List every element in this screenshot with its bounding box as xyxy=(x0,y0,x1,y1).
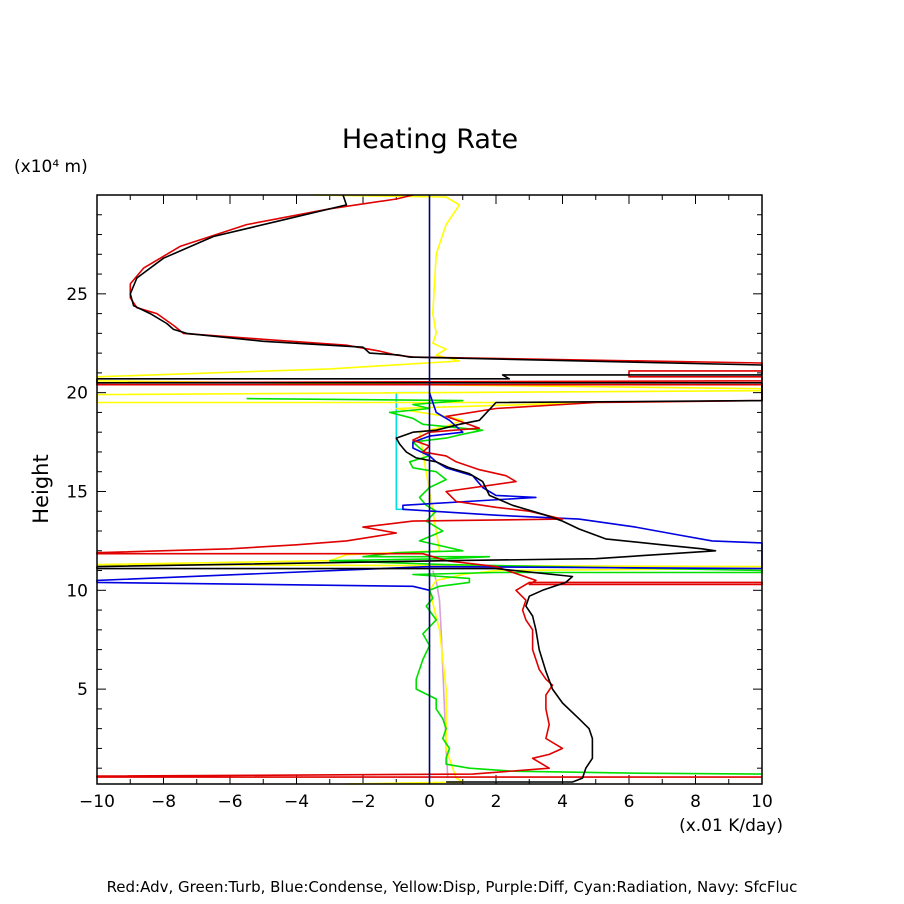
x-tick-label: 10 xyxy=(751,792,773,812)
y-axis-label: Height xyxy=(29,454,53,523)
x-tick-label: 4 xyxy=(557,792,568,812)
x-tick-label: 8 xyxy=(690,792,701,812)
y-tick-label: 25 xyxy=(66,285,88,305)
x-tick-label: −2 xyxy=(350,792,375,812)
x-axis-label: (x.01 K/day) xyxy=(679,816,783,836)
series-total xyxy=(96,194,763,783)
series-lines xyxy=(96,194,763,785)
x-tick-label: −8 xyxy=(151,792,176,812)
y-unit-label: (x10⁴ m) xyxy=(14,157,88,177)
x-tick-label: 2 xyxy=(491,792,502,812)
series-turb xyxy=(246,397,763,775)
chart-title: Heating Rate xyxy=(342,124,518,155)
legend-text: Red:Adv, Green:Turb, Blue:Condense, Yell… xyxy=(107,878,798,896)
x-tick-label: −10 xyxy=(79,792,115,812)
x-tick-label: 0 xyxy=(424,792,435,812)
series-condense xyxy=(96,392,763,592)
y-tick-label: 20 xyxy=(66,384,88,404)
plot-frame xyxy=(96,194,763,785)
axis-tick-labels: −10 −8 −6 −4 −2 0 2 4 6 8 10 5 10 15 20 25 xyxy=(66,285,772,812)
x-tick-label: −4 xyxy=(284,792,309,812)
y-tick-label: 15 xyxy=(66,482,88,502)
x-tick-label: −6 xyxy=(217,792,242,812)
series-adv xyxy=(96,194,763,778)
y-tick-label: 5 xyxy=(77,680,88,700)
x-tick-label: 6 xyxy=(624,792,635,812)
y-tick-label: 10 xyxy=(66,581,88,601)
axis-ticks xyxy=(96,195,763,784)
